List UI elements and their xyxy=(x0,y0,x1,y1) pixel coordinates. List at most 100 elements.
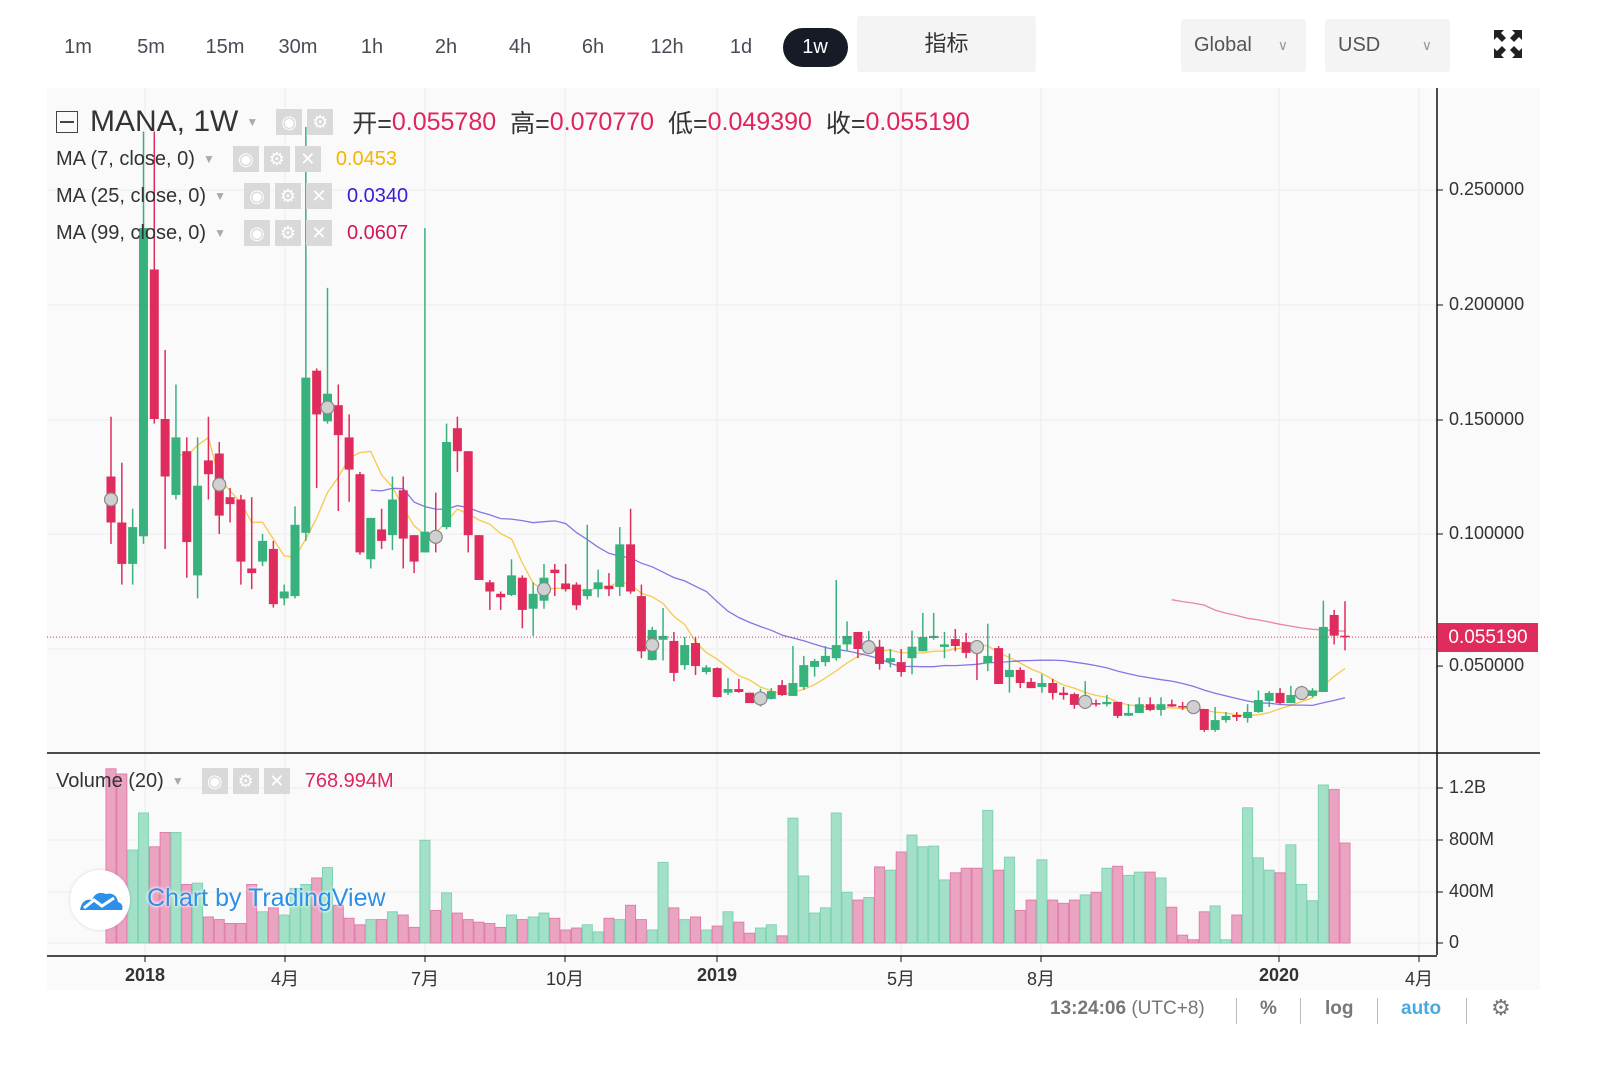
eye-icon[interactable]: ◉ xyxy=(201,768,228,794)
candle-body xyxy=(1048,683,1058,693)
gear-icon[interactable]: ⚙ xyxy=(232,768,259,794)
indicators-button[interactable]: 指标 xyxy=(857,16,1036,72)
volume-bar xyxy=(311,877,323,944)
volume-bar xyxy=(1014,910,1026,944)
volume-bar xyxy=(235,923,247,944)
eye-icon[interactable]: ◉ xyxy=(276,109,303,135)
candle-body xyxy=(820,655,830,663)
log-toggle[interactable]: log xyxy=(1325,998,1354,1019)
gear-icon[interactable]: ⚙ xyxy=(274,183,301,209)
candle-body xyxy=(128,527,138,564)
candle-body xyxy=(1156,704,1166,710)
candle-body xyxy=(994,648,1004,684)
candle-body xyxy=(550,569,560,574)
interval-2h[interactable]: 2h xyxy=(434,36,458,58)
candle-body xyxy=(528,593,538,609)
candle-body xyxy=(160,419,170,477)
volume-label[interactable]: Volume (20) xyxy=(56,769,164,792)
clock[interactable]: 13:24:06 (UTC+8) xyxy=(1050,998,1205,1020)
currency-select[interactable]: USD ∨ xyxy=(1325,19,1450,72)
candle-body xyxy=(593,582,603,590)
interval-1d[interactable]: 1d xyxy=(729,36,753,58)
time-tick-label: 7月 xyxy=(410,969,440,989)
volume-bar xyxy=(1101,867,1113,944)
volume-bar xyxy=(1285,844,1297,944)
candle-body xyxy=(398,490,408,539)
volume-bar xyxy=(300,884,312,944)
volume-bar xyxy=(592,931,604,944)
close-icon[interactable]: ✕ xyxy=(294,146,321,172)
time-tick-label: 5月 xyxy=(886,969,916,989)
ma-value: 0.0453 xyxy=(335,147,397,170)
volume-bar xyxy=(603,917,615,944)
gear-icon[interactable]: ⚙ xyxy=(307,109,334,135)
gear-icon[interactable]: ⚙ xyxy=(274,220,301,246)
close-icon[interactable]: ✕ xyxy=(263,768,290,794)
candle-body xyxy=(734,689,744,693)
candle-body xyxy=(203,460,213,475)
interval-1m[interactable]: 1m xyxy=(64,36,92,58)
candle-body xyxy=(831,645,841,659)
volume-bar xyxy=(1068,899,1080,944)
caret-down-icon[interactable]: ▼ xyxy=(214,189,226,203)
volume-bar xyxy=(462,919,474,944)
volume-bar xyxy=(700,929,712,944)
candle-body xyxy=(1318,626,1328,693)
symbol-title[interactable]: MANA, 1W xyxy=(90,105,239,138)
volume-tick-label: 800M xyxy=(1449,829,1495,849)
candle-body xyxy=(1059,692,1069,695)
exchange-select[interactable]: Global ∨ xyxy=(1181,19,1306,72)
ma-label[interactable]: MA (7, close, 0) xyxy=(56,147,195,170)
time-tick-label: 10月 xyxy=(545,969,585,989)
volume-bar xyxy=(852,899,864,944)
interval-12h[interactable]: 12h xyxy=(650,36,684,58)
interval-4h[interactable]: 4h xyxy=(508,36,532,58)
candle-body xyxy=(377,529,387,541)
interval-1h[interactable]: 1h xyxy=(360,36,384,58)
settings-gear-icon[interactable]: ⚙ xyxy=(1491,995,1511,1020)
gear-icon[interactable]: ⚙ xyxy=(263,146,290,172)
volume-bar xyxy=(722,911,734,944)
interval-1w[interactable]: 1w xyxy=(782,28,848,67)
candle-body xyxy=(712,668,722,698)
caret-down-icon[interactable]: ▼ xyxy=(202,152,215,166)
interval-15m[interactable]: 15m xyxy=(205,36,245,58)
volume-bar xyxy=(1209,905,1221,944)
candle-body xyxy=(258,540,268,562)
collapse-icon[interactable] xyxy=(56,111,78,133)
candle-body xyxy=(1253,700,1263,713)
divider xyxy=(1300,998,1301,1024)
eye-icon[interactable]: ◉ xyxy=(243,220,270,246)
interval-5m[interactable]: 5m xyxy=(137,36,165,58)
ma-label[interactable]: MA (25, close, 0) xyxy=(56,184,207,207)
caret-down-icon[interactable]: ▼ xyxy=(246,115,259,129)
auto-toggle[interactable]: auto xyxy=(1401,998,1442,1019)
volume-bar xyxy=(625,904,637,944)
interval-30m[interactable]: 30m xyxy=(278,36,318,58)
percent-toggle[interactable]: % xyxy=(1260,998,1277,1019)
close-label: 收= xyxy=(825,110,866,138)
divider xyxy=(1466,998,1467,1024)
volume-bar xyxy=(960,867,972,944)
eye-icon[interactable]: ◉ xyxy=(232,146,259,172)
watermark-text[interactable]: Chart by TradingView xyxy=(147,884,386,912)
interval-6h[interactable]: 6h xyxy=(581,36,605,58)
volume-bar xyxy=(365,919,377,944)
caret-down-icon[interactable]: ▼ xyxy=(171,774,184,788)
volume-bar xyxy=(170,832,182,944)
volume-bar xyxy=(1187,939,1199,944)
time-tick-label: 4月 xyxy=(1404,969,1434,989)
volume-bar xyxy=(321,867,333,944)
eye-icon[interactable]: ◉ xyxy=(243,183,270,209)
ma-label[interactable]: MA (99, close, 0) xyxy=(56,221,207,244)
fullscreen-icon[interactable] xyxy=(1492,28,1524,60)
tradingview-logo[interactable] xyxy=(70,870,130,930)
close-icon[interactable]: ✕ xyxy=(305,183,332,209)
time-tick-label: 4月 xyxy=(270,969,300,989)
volume-bar xyxy=(1339,842,1351,944)
currency-select-value: USD xyxy=(1338,34,1381,56)
candle-body xyxy=(236,499,246,562)
caret-down-icon[interactable]: ▼ xyxy=(214,226,226,240)
close-icon[interactable]: ✕ xyxy=(305,220,332,246)
